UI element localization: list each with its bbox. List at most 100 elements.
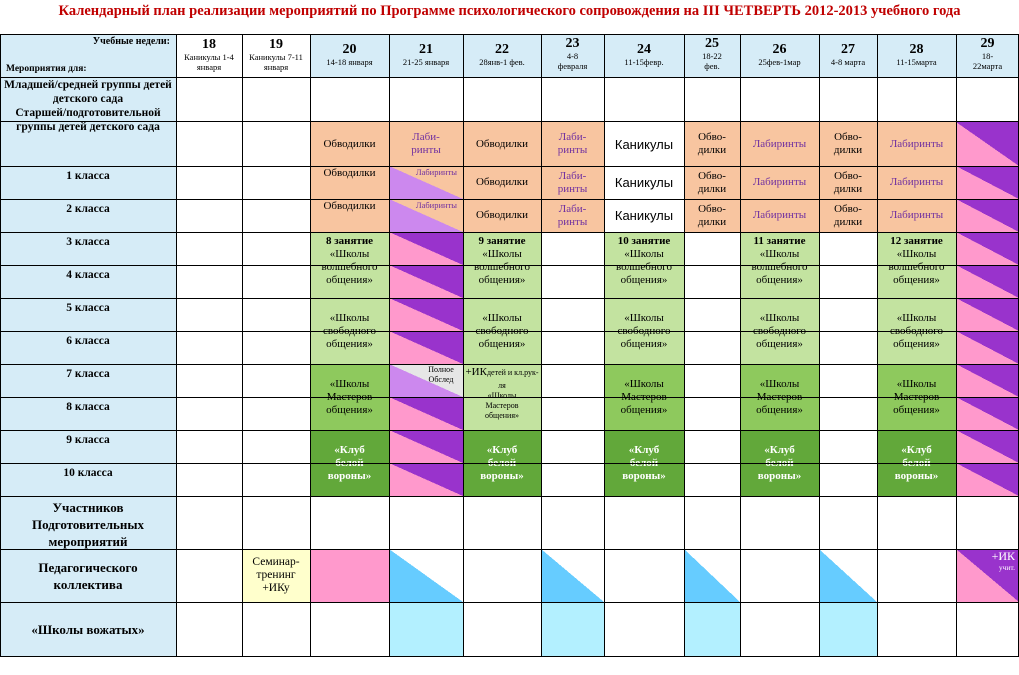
week-dates: 21-25 января [402,57,450,67]
diagonal-cell [389,397,463,430]
cell-holidays: Каникулы [604,199,684,232]
ik-label: +ИК [991,549,1015,563]
activity-text: Лаби-ринты [557,131,588,156]
grid-line [0,199,1019,200]
grid-line [0,121,1019,122]
cell-obvodilki: Обводилки [310,166,389,199]
cell-full-exam: Полное Обслед [389,364,463,397]
activity-text: «Клуб белой вороны» [327,443,372,482]
row-label-class6: 6 класса [0,331,176,364]
row-label-kg-older: Старшей/подготовительной группы детей де… [15,107,161,133]
row-label-counselors: «Школы вожатых» [0,602,176,657]
diagonal-cell [389,430,463,463]
grid-line [0,232,1019,233]
week-header-22: 22 28янв-1 фев. [463,34,541,77]
week-number: 22 [495,42,509,57]
ik-label: +ИК [465,366,487,378]
week-dates: 25фев-1мар [758,57,801,67]
grid-line [0,34,1,657]
cell-cyan [389,602,463,657]
activity-text: Каникулы [614,208,674,223]
week-header-23: 23 4-8 февраля [541,34,604,77]
week-dates: 11-15марта [896,57,937,67]
grid-line [956,34,957,657]
weeks-label: Учебные недели: [92,36,170,47]
grid-line [684,34,685,657]
ik-subtext: учит. [998,563,1015,572]
week-dates: Каникулы 1-4 января [184,52,234,72]
diagonal-cell [684,549,740,602]
cell-labirinty: Лабиринты [877,166,956,199]
grid-line [0,463,1019,464]
cell-obvodilki: Обводилки [463,199,541,232]
cell-labirinty: Лаби-ринты [541,122,604,166]
grid-line [0,496,1019,497]
week-dates: 4-8 февраля [557,51,588,71]
cell-labirinty: Лаби-ринты [541,166,604,199]
grid-line [0,331,1019,332]
cell-cyan [541,602,604,657]
cell-obvodilki: Обво-дилки [819,122,877,166]
cell-obvodilki: Обводилки [463,122,541,166]
diagonal-cell [389,298,463,331]
grid-line [310,34,311,657]
activity-text: «Школы Мастеров общения» [893,377,940,416]
cell-obvodilki: Обводилки [463,166,541,199]
diagonal-cell [956,430,1019,463]
cell-labirinty: Лабиринты [740,199,819,232]
grid-line [0,364,1019,365]
activity-text: «Школы Мастеров общения» [484,391,520,420]
activity-text: Обводилки [323,200,376,212]
row-label-text: 10 класса [63,467,113,479]
row-label-class8: 8 класса [0,397,176,430]
activity-text: «Школы свободного общения» [322,311,376,350]
activity-text: «Школы волшебного общения» [473,248,531,286]
diagonal-cell [956,265,1019,298]
week-header-26: 26 25фев-1мар [740,34,819,77]
activity-text: Обво-дилки [833,131,863,156]
cell-labirinty: Лабиринты [877,122,956,166]
week-header-29: 29 18-22марта [956,34,1019,77]
diagonal-cell [956,364,1019,397]
cell-labirinty-diag: Лабиринты [389,199,463,232]
cell-cyan [684,602,740,657]
week-header-19: 19 Каникулы 7-11 января [242,34,310,77]
row-label-class2: 2 класса [0,199,176,232]
grid-line [0,298,1019,299]
cell-obvodilki: Обво-дилки [684,122,740,166]
activity-text: «Школы Мастеров общения» [620,377,668,416]
activity-text: Семинар-тренинг +ИКу [252,556,300,594]
diagonal-cell [956,397,1019,430]
activity-text: «Клуб белой вороны» [757,443,802,482]
cell-obvodilki: Обво-дилки [684,166,740,199]
cell-obvodilki: Обво-дилки [684,199,740,232]
diagonal-cell [956,232,1019,265]
lesson-number: 10 занятие [617,235,671,247]
row-label-text: 1 класса [66,170,110,182]
diagonal-cell [956,166,1019,199]
activity-text: «Школы волшебного общения» [888,248,945,286]
grid-line [0,549,1019,550]
activity-text: Полное Обслед [428,365,454,384]
grid-line [0,166,1019,167]
week-number: 28 [909,42,924,57]
activity-text: Обводилки [475,176,529,188]
diagonal-cell [819,549,877,602]
grid-line [242,34,243,657]
diagonal-cell [956,331,1019,364]
activity-text: «Школы свободного общения» [475,311,529,350]
activity-text: Лаби-ринты [557,169,588,195]
cell-holidays: Каникулы [604,122,684,166]
grid-line [0,397,1019,398]
grid-line [877,34,878,657]
activity-text: Лабиринты [752,176,807,188]
diagonal-cell [389,549,463,602]
row-label-text: Участников Подготовительных мероприятий [31,500,145,549]
activity-text: Обводилки [323,137,376,150]
row-label-text: 6 класса [66,335,110,347]
grid-line [604,34,605,657]
activity-text: Обво-дилки [833,202,863,228]
week-dates: 18-22 фев. [702,51,722,71]
cell-obvodilki: Обводилки [310,122,389,166]
week-header-28: 28 11-15марта [877,34,956,77]
